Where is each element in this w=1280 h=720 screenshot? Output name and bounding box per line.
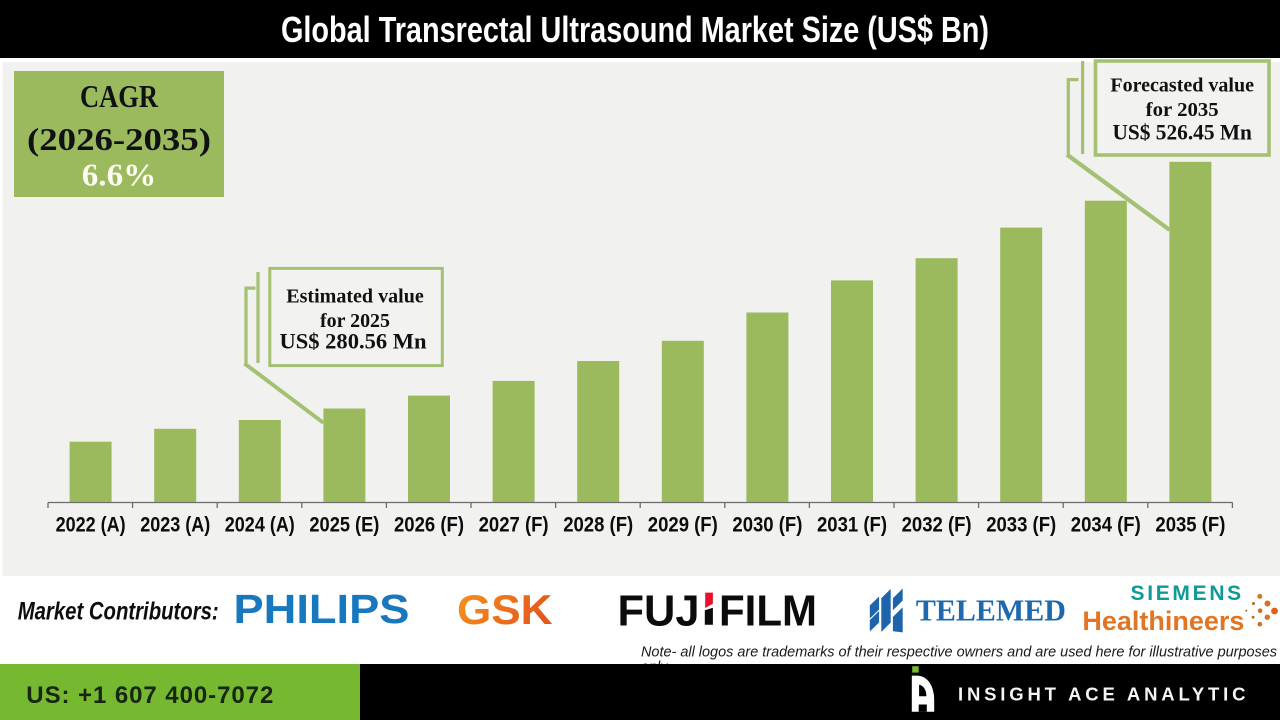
svg-text:Note- all logos are trademarks: Note- all logos are trademarks of their … (641, 645, 1277, 661)
svg-text:2033 (F): 2033 (F) (986, 514, 1056, 537)
svg-text:Market Contributors:: Market Contributors: (18, 598, 219, 626)
svg-text:CAGR: CAGR (80, 78, 159, 114)
svg-text:2034 (F): 2034 (F) (1071, 514, 1141, 537)
svg-text:Forecasted value: Forecasted value (1110, 76, 1254, 97)
svg-text:Healthineers: Healthineers (1082, 606, 1244, 636)
svg-text:PHILIPS: PHILIPS (234, 586, 410, 632)
svg-text:US$ 280.56 Mn: US$ 280.56 Mn (280, 329, 427, 354)
svg-text:2026 (F): 2026 (F) (394, 514, 464, 537)
svg-text:Estimated value: Estimated value (286, 287, 424, 308)
svg-text:2022 (A): 2022 (A) (56, 514, 126, 537)
svg-text:US$ 526.45 Mn: US$ 526.45 Mn (1112, 120, 1252, 145)
svg-text:2027 (F): 2027 (F) (479, 514, 549, 537)
svg-text:2024 (A): 2024 (A) (225, 514, 295, 537)
svg-text:GSK: GSK (457, 586, 553, 633)
svg-text:2023 (A): 2023 (A) (140, 514, 210, 537)
svg-text:SIEMENS: SIEMENS (1131, 582, 1242, 605)
svg-text:2030 (F): 2030 (F) (732, 514, 802, 537)
svg-text:(2026-2035): (2026-2035) (27, 121, 211, 157)
svg-text:2028 (F): 2028 (F) (563, 514, 633, 537)
svg-text:2025 (E): 2025 (E) (309, 514, 379, 537)
svg-text:for 2035: for 2035 (1146, 100, 1219, 121)
svg-text:FUJ: FUJ (618, 586, 700, 635)
svg-text:for 2025: for 2025 (320, 311, 390, 332)
svg-text:US: +1 607 400-7072: US: +1 607 400-7072 (26, 682, 273, 709)
svg-text:2032 (F): 2032 (F) (902, 514, 972, 537)
svg-text:2029 (F): 2029 (F) (648, 514, 718, 537)
svg-text:2035 (F): 2035 (F) (1155, 514, 1225, 537)
svg-text:TELEMED: TELEMED (916, 593, 1066, 627)
svg-text:FILM: FILM (719, 586, 817, 635)
svg-text:INSIGHT ACE ANALYTIC: INSIGHT ACE ANALYTIC (958, 683, 1246, 704)
svg-text:2031 (F): 2031 (F) (817, 514, 887, 537)
svg-text:6.6%: 6.6% (82, 157, 157, 193)
svg-text:Global Transrectal Ultrasound: Global Transrectal Ultrasound Market Siz… (281, 9, 989, 50)
